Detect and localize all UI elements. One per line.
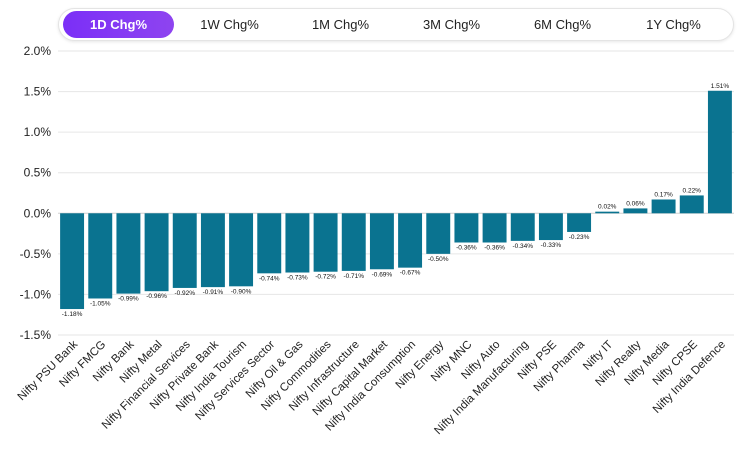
- y-tick-label: 2.0%: [24, 44, 52, 58]
- tab-6m-chg[interactable]: 6M Chg%: [533, 17, 592, 32]
- data-label: 0.06%: [626, 200, 645, 207]
- y-tick-label: -1.5%: [20, 328, 52, 342]
- data-label: -0.72%: [315, 274, 336, 281]
- bar: [454, 213, 479, 243]
- data-label: -0.36%: [456, 244, 477, 251]
- bar: [538, 213, 563, 241]
- data-label: -0.73%: [287, 275, 308, 282]
- bar: [369, 213, 394, 270]
- data-label: -0.74%: [259, 275, 280, 282]
- data-label: -1.18%: [62, 311, 83, 318]
- data-label: -0.67%: [400, 270, 421, 277]
- data-label: 1.51%: [711, 83, 730, 90]
- bar: [651, 199, 676, 214]
- data-label: 0.02%: [598, 204, 617, 211]
- data-label: -1.05%: [90, 300, 111, 307]
- bar: [510, 213, 535, 241]
- data-label: -0.36%: [484, 244, 505, 251]
- data-label: -0.23%: [569, 234, 590, 241]
- period-tab-bar: 1D Chg% 1W Chg% 1M Chg% 3M Chg% 6M Chg% …: [58, 8, 734, 41]
- tab-3m-chg[interactable]: 3M Chg%: [422, 17, 481, 32]
- bar: [707, 90, 732, 214]
- tab-1y-chg[interactable]: 1Y Chg%: [646, 17, 701, 32]
- tab-1w-chg[interactable]: 1W Chg%: [200, 17, 259, 32]
- bar: [257, 213, 282, 274]
- data-label: -0.34%: [512, 243, 533, 250]
- data-label: -0.71%: [343, 273, 364, 280]
- bar: [144, 213, 169, 292]
- x-tick-label: Nifty Pharma: [532, 338, 588, 394]
- bar: [313, 213, 338, 272]
- data-label: -0.69%: [372, 271, 393, 278]
- bar: [623, 208, 648, 214]
- data-label: -0.99%: [118, 296, 139, 303]
- data-label: -0.91%: [203, 289, 224, 296]
- data-label: -0.33%: [541, 242, 562, 249]
- data-label: -0.90%: [231, 288, 252, 295]
- data-label: -0.50%: [428, 256, 449, 263]
- tab-1m-chg[interactable]: 1M Chg%: [311, 17, 370, 32]
- bar: [679, 195, 704, 214]
- bar: [60, 213, 85, 310]
- bar: [88, 213, 113, 299]
- y-tick-label: 1.5%: [24, 85, 52, 99]
- y-tick-label: -1.0%: [20, 287, 52, 301]
- bar: [200, 213, 225, 288]
- data-label: 0.17%: [654, 191, 673, 198]
- bar: [229, 213, 254, 287]
- y-tick-label: 1.0%: [24, 125, 52, 139]
- y-tick-label: 0.5%: [24, 166, 52, 180]
- data-label: 0.22%: [683, 187, 702, 194]
- data-label: -0.96%: [146, 293, 167, 300]
- bar: [567, 213, 592, 232]
- bar: [285, 213, 310, 273]
- bar: [341, 213, 366, 271]
- bar: [482, 213, 507, 243]
- data-label: -0.92%: [174, 290, 195, 297]
- y-tick-label: 0.0%: [24, 206, 52, 220]
- bar: [398, 213, 423, 268]
- y-tick-label: -0.5%: [20, 247, 52, 261]
- tab-1d-chg[interactable]: 1D Chg%: [63, 11, 174, 38]
- bar: [116, 213, 141, 294]
- bar: [172, 213, 197, 288]
- bar: [595, 211, 620, 214]
- bar: [426, 213, 451, 254]
